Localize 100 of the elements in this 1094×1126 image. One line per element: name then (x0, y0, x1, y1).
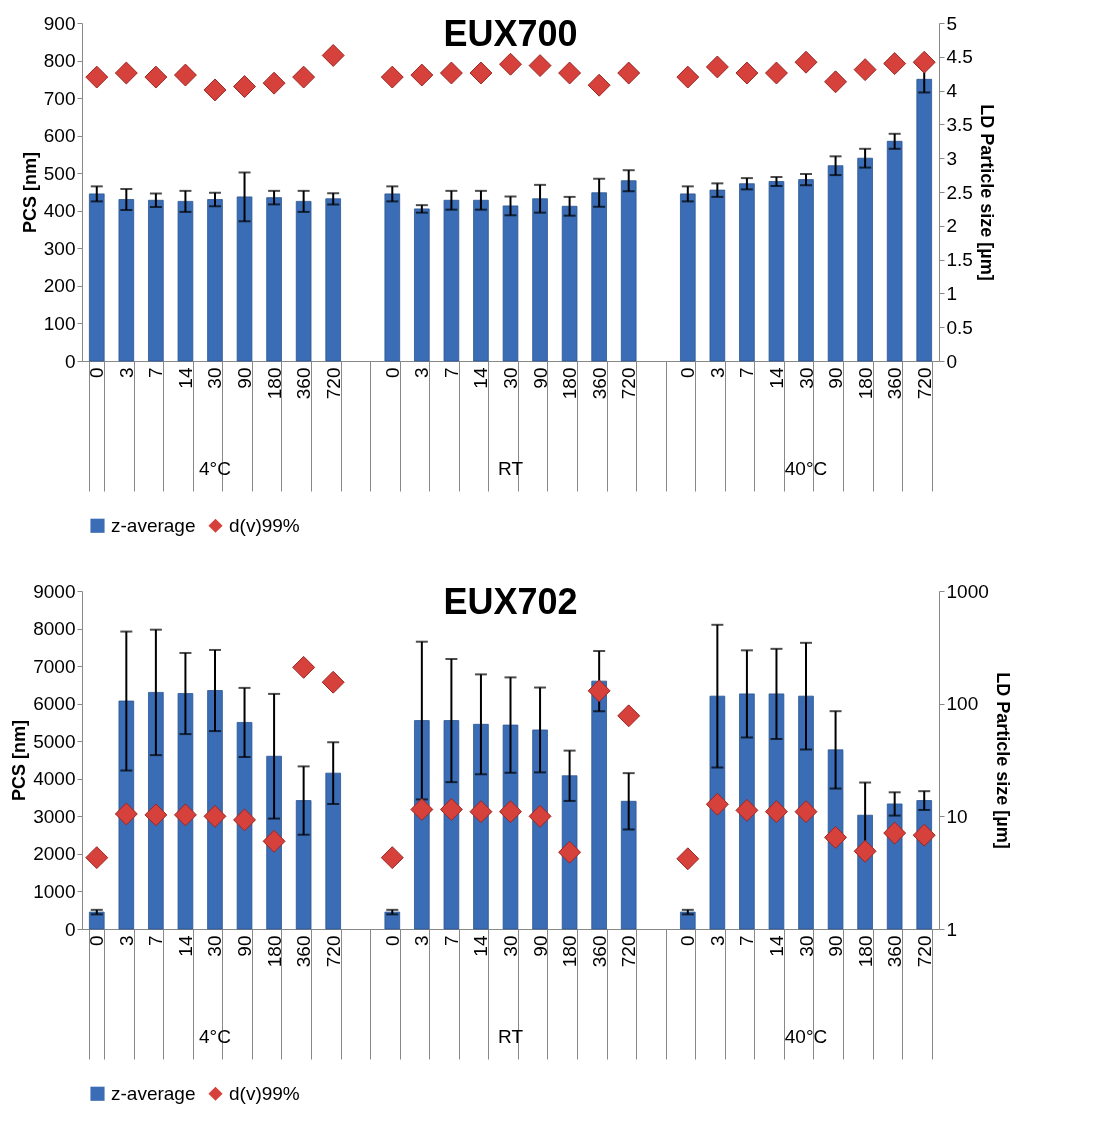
point (144, 803, 168, 827)
x-tick-label: 30 (500, 935, 521, 957)
x-tick-label: 720 (322, 367, 344, 400)
legend-label: d(v)99% (229, 514, 300, 536)
point (203, 78, 227, 102)
bar (591, 192, 607, 362)
x-tick-label: 7 (145, 367, 167, 379)
text: 40°C (784, 1026, 828, 1047)
y-tick-label: 600 (43, 125, 76, 147)
x-tick-label: 90 (529, 367, 551, 389)
point (853, 58, 877, 82)
y-tick-label: 6000 (33, 693, 76, 715)
point (705, 55, 729, 79)
x-tick-label: 14 (765, 367, 787, 389)
x-tick-label: 0 (86, 367, 108, 379)
y-tick-label: 700 (43, 87, 76, 109)
bar (266, 197, 282, 362)
y-tick-label: 300 (43, 237, 76, 259)
point (203, 804, 227, 828)
x-tick-label: 7 (736, 367, 758, 379)
point (735, 61, 759, 85)
bar (916, 78, 933, 362)
x-tick-label: 14 (174, 367, 196, 389)
point (410, 63, 434, 87)
y2-tick-label: 10 (946, 805, 968, 827)
point (499, 52, 522, 76)
bar (827, 165, 844, 362)
bar (739, 183, 755, 362)
point (114, 802, 138, 826)
point (233, 75, 256, 98)
point (912, 50, 936, 74)
point (735, 798, 759, 822)
point (883, 821, 907, 845)
point (558, 840, 582, 864)
x-tick-label: 360 (588, 935, 610, 968)
point (853, 839, 877, 863)
point (233, 808, 256, 832)
point (262, 829, 286, 853)
point (705, 792, 729, 816)
bar (473, 199, 489, 362)
y2-tick-label: 0.5 (946, 316, 973, 338)
bar (532, 198, 548, 362)
x-tick-label: 30 (795, 935, 817, 957)
y2-tick-label: 2.5 (946, 181, 973, 203)
x-tick-label: 0 (381, 367, 403, 379)
y-tick-label: 4000 (33, 768, 76, 790)
y2-tick-label: 3.5 (946, 113, 973, 135)
y-tick-label: 3000 (33, 805, 76, 827)
x-tick-label: 30 (795, 367, 817, 389)
x-tick-label: 3 (411, 367, 433, 379)
bar (384, 193, 401, 362)
bar (620, 800, 637, 930)
bar (295, 800, 312, 930)
point (85, 65, 109, 89)
point (499, 800, 522, 824)
x-tick-label: 720 (618, 367, 640, 400)
point (676, 847, 700, 871)
x-tick-label: 90 (825, 367, 847, 389)
y2-axis-title: LD Particle size [µm] (992, 672, 1013, 849)
bar (207, 199, 223, 362)
bar (443, 199, 460, 362)
text: RT (498, 1026, 524, 1047)
point (765, 800, 788, 824)
legend-label: z-average (111, 514, 196, 536)
chart-title: EUX702 (443, 581, 578, 622)
x-tick-label: 360 (293, 935, 315, 968)
point (85, 846, 109, 870)
x-tick-label: 180 (854, 935, 876, 968)
x-tick-label: 30 (204, 935, 226, 957)
bar (88, 193, 105, 362)
x-tick-label: 14 (470, 935, 492, 957)
point (617, 704, 641, 728)
text: 4°C (199, 458, 231, 479)
x-tick-label: 720 (618, 935, 640, 968)
point (469, 800, 493, 824)
bar (857, 157, 873, 362)
point (587, 679, 611, 703)
y2-tick-label: 1000 (946, 580, 989, 602)
point (765, 61, 788, 85)
point (380, 65, 404, 89)
y-tick-label: 200 (43, 275, 76, 297)
x-tick-label: 0 (677, 367, 699, 379)
x-tick-label: 90 (825, 935, 847, 957)
x-tick-label: 180 (263, 367, 285, 400)
point (587, 73, 611, 97)
bar (118, 199, 135, 362)
point (410, 798, 434, 821)
x-tick-label: 0 (86, 935, 108, 947)
point (676, 65, 700, 89)
bar (620, 180, 637, 362)
point (824, 825, 848, 849)
x-tick-label: 3 (115, 367, 137, 379)
x-tick-label: 720 (913, 367, 935, 400)
y2-tick-label: 1 (946, 282, 958, 304)
point (292, 65, 316, 89)
point (439, 61, 463, 85)
y-tick-label: 800 (43, 50, 76, 72)
y-tick-label: 900 (43, 12, 76, 34)
bar (709, 189, 726, 362)
point (173, 803, 197, 827)
